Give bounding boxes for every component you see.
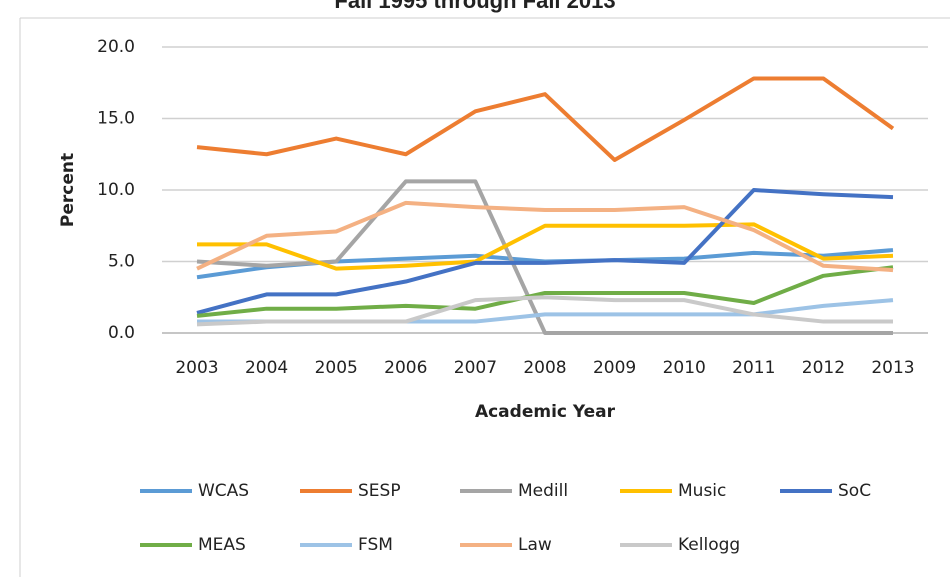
y-tick-label: 5.0 [108,252,135,272]
legend-label: MEAS [198,535,246,555]
legend-label: SESP [358,481,401,501]
x-tick-label: 2013 [871,358,914,378]
legend-label: Law [518,535,552,555]
x-axis-label: Academic Year [475,402,616,422]
legend-label: WCAS [198,481,249,501]
legend-label: FSM [358,535,393,555]
x-tick-label: 2004 [245,358,288,378]
y-tick-label: 15.0 [97,109,135,129]
legend-label: Music [678,481,726,501]
x-tick-label: 2007 [454,358,497,378]
series-line [196,76,895,162]
y-tick-label: 20.0 [97,37,135,57]
series-line [196,265,894,318]
legend-label: Medill [518,481,568,501]
x-tick-label: 2003 [175,358,218,378]
x-tick-label: 2012 [802,358,845,378]
legend-label: SoC [838,481,871,501]
x-tick-label: 2010 [663,358,706,378]
x-tick-label: 2005 [315,358,358,378]
series-line [196,179,893,335]
x-tick-label: 2011 [732,358,775,378]
series-line [196,295,893,327]
y-tick-label: 0.0 [108,323,135,343]
y-tick-label: 10.0 [97,180,135,200]
series-line [197,222,894,271]
x-tick-label: 2008 [523,358,566,378]
x-tick-label: 2009 [593,358,636,378]
x-tick-label: 2006 [384,358,427,378]
chart-title: Fall 1995 through Fall 2013 [334,0,615,13]
legend-label: Kellogg [678,535,740,555]
series-line [196,200,894,273]
y-axis-label: Percent [58,153,78,227]
series-line [196,188,894,315]
